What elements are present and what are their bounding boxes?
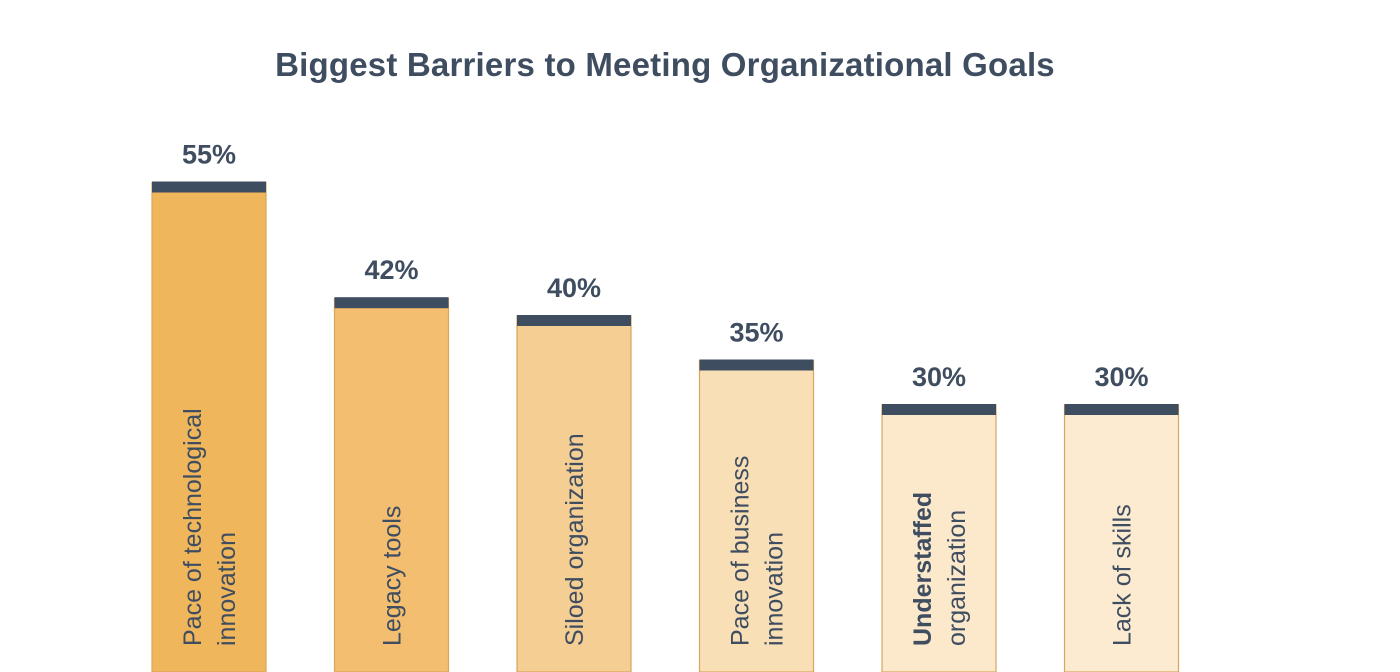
value-label: 42% <box>364 255 418 285</box>
bar <box>881 404 997 672</box>
category-label-line: innovation <box>761 532 789 646</box>
bar-group: 35% Pace of business innovation <box>698 318 815 672</box>
value-label: 40% <box>547 273 601 303</box>
bar-group: 30% Lack of skills <box>1063 362 1180 672</box>
value-label: 55% <box>182 140 236 170</box>
chart-title: Biggest Barriers to Meeting Organization… <box>275 46 1055 83</box>
value-label: 30% <box>912 362 966 392</box>
bar-cap <box>517 315 631 326</box>
bar-group: 42% Legacy tools <box>333 255 450 672</box>
bar <box>516 315 632 672</box>
bar <box>1063 404 1180 672</box>
category-label: Understaffed organization <box>909 492 971 646</box>
category-label: Pace of business innovation <box>727 456 789 646</box>
bar-group: 30% Understaffed organization <box>881 362 997 672</box>
bar-cap <box>152 181 266 193</box>
category-label-line: Pace of technological <box>179 408 207 646</box>
bar-cap <box>334 297 449 309</box>
category-label: Legacy tools <box>379 506 407 646</box>
category-label: Pace of technological innovation <box>179 408 241 646</box>
bar <box>698 359 815 672</box>
bar-group: 55% Pace of technological innovation <box>151 140 267 672</box>
category-label: Lack of skills <box>1109 504 1137 646</box>
category-label: Siloed organization <box>561 433 589 646</box>
bar <box>333 297 450 672</box>
category-label-line: Pace of business <box>727 456 755 646</box>
category-label-line: Legacy tools <box>379 506 407 646</box>
category-label-line: innovation <box>213 532 241 646</box>
value-label: 30% <box>1094 362 1148 392</box>
category-label-line: Understaffed <box>909 492 937 646</box>
category-label-line: organization <box>943 510 971 646</box>
bar <box>151 181 267 672</box>
bar-group: 40% Siloed organization <box>516 273 632 672</box>
category-label-line: Lack of skills <box>1109 504 1137 646</box>
bar-cap <box>1064 404 1179 415</box>
category-label-line: Siloed organization <box>561 433 589 646</box>
bar-cap <box>882 404 996 415</box>
bar-cap <box>699 359 814 371</box>
value-label: 35% <box>729 318 783 348</box>
